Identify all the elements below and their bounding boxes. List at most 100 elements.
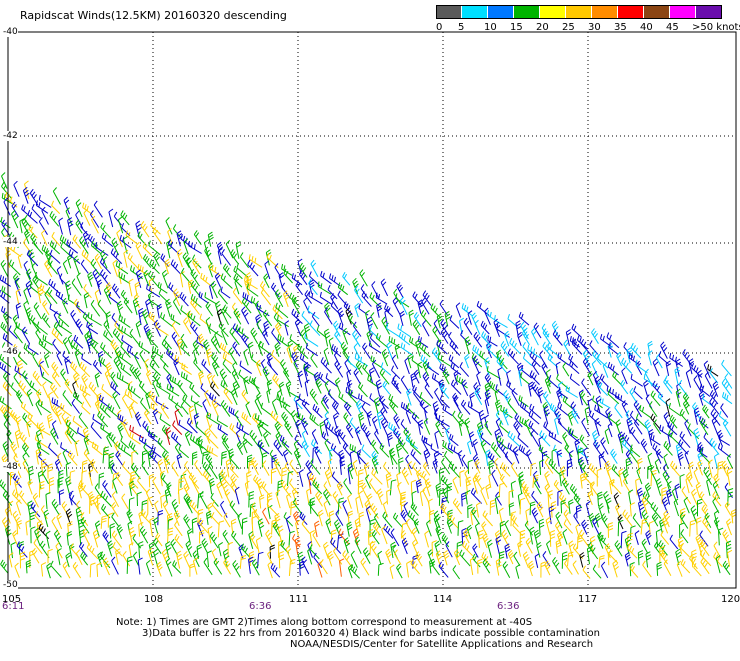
wind-barb	[361, 558, 369, 575]
wind-barb	[449, 332, 458, 348]
wind-barb	[601, 562, 607, 578]
wind-barb	[661, 342, 668, 359]
wind-barb	[347, 522, 352, 537]
wind-barb	[361, 423, 368, 436]
wind-barb	[52, 398, 63, 409]
wind-barb	[311, 354, 318, 368]
wind-barb	[477, 372, 481, 386]
wind-barb	[684, 497, 689, 513]
wind-barb	[634, 419, 642, 435]
wind-barb	[112, 284, 120, 299]
wind-barb	[121, 211, 129, 225]
wind-barb	[48, 464, 53, 479]
wind-barb	[376, 380, 382, 397]
wind-barb	[701, 558, 709, 574]
wind-barb	[89, 470, 93, 486]
wind-barb	[109, 209, 113, 227]
wind-barb	[267, 380, 272, 394]
wind-barb	[38, 400, 50, 414]
wind-barb	[49, 279, 60, 293]
wind-barb	[580, 391, 587, 405]
wind-barb	[171, 432, 181, 446]
wind-barb	[338, 283, 347, 295]
wind-barb	[156, 533, 162, 546]
wind-barb	[256, 538, 260, 554]
wind-barb	[490, 500, 495, 515]
wind-barb	[12, 210, 18, 228]
wind-barb	[529, 561, 535, 576]
wind-barb	[139, 381, 149, 397]
wind-barb	[558, 353, 569, 366]
wind-barb	[689, 462, 694, 478]
wind-barb	[654, 420, 661, 434]
wind-barb	[508, 349, 518, 365]
wind-barb	[630, 503, 635, 517]
wind-barb	[338, 498, 344, 515]
wind-barb	[149, 241, 160, 255]
wind-barb	[184, 515, 190, 529]
wind-barb	[630, 427, 639, 444]
wind-barb	[619, 469, 624, 487]
wind-barb	[11, 442, 18, 458]
wind-barb	[644, 381, 649, 397]
wind-barb	[411, 559, 420, 574]
wind-barb	[428, 362, 439, 375]
wind-barb	[9, 501, 13, 515]
wind-barb	[74, 256, 79, 274]
wind-barb	[451, 363, 461, 375]
wind-barb	[601, 514, 607, 529]
wind-barb	[132, 451, 137, 467]
wind-barb	[367, 411, 372, 426]
wind-barb	[27, 421, 32, 437]
wind-barb	[212, 500, 222, 516]
wind-barb	[568, 411, 574, 425]
wind-barb	[247, 471, 252, 488]
wind-barb	[286, 381, 291, 397]
wind-barb	[177, 551, 183, 569]
wind-barb	[631, 374, 643, 386]
wind-barb	[90, 340, 99, 354]
wind-barb	[423, 462, 430, 475]
wind-barb	[646, 552, 651, 568]
wind-barb	[208, 232, 213, 247]
wind-barb	[419, 343, 430, 358]
wind-barb	[257, 320, 263, 334]
wind-barb	[197, 545, 202, 559]
wind-barb	[117, 301, 123, 317]
wind-barb	[59, 490, 64, 505]
wind-barb	[68, 295, 80, 308]
wind-barb	[464, 318, 472, 335]
wind-barb	[453, 498, 461, 514]
wind-barb	[321, 357, 331, 373]
wind-barb	[496, 411, 503, 425]
wind-barb	[76, 319, 83, 335]
wind-barb	[520, 402, 529, 414]
wind-barb	[214, 558, 222, 574]
wind-barb	[166, 428, 171, 445]
wind-barb	[316, 379, 322, 394]
wind-barb	[563, 432, 569, 447]
wind-barb	[563, 529, 567, 544]
wind-barb	[298, 371, 303, 388]
wind-barb	[549, 459, 559, 474]
wind-barb	[114, 357, 121, 374]
wind-barb	[721, 404, 728, 418]
wind-barb	[656, 449, 661, 463]
wind-barb	[449, 461, 460, 477]
wind-barb	[372, 416, 378, 434]
lat-label-40: -40	[3, 27, 18, 37]
wind-barb	[202, 539, 208, 554]
wind-barb	[373, 522, 380, 535]
wind-barb	[348, 356, 358, 369]
wind-barb	[249, 376, 259, 388]
wind-barb	[654, 542, 661, 556]
wind-barb	[221, 380, 232, 393]
wind-barb	[171, 314, 180, 325]
wind-barb	[121, 363, 131, 376]
wind-barb	[143, 309, 149, 325]
wind-barb	[90, 563, 95, 577]
wind-barb	[103, 480, 112, 497]
wind-barb	[387, 433, 392, 447]
wind-barb	[414, 370, 419, 384]
wind-barb	[645, 369, 652, 386]
